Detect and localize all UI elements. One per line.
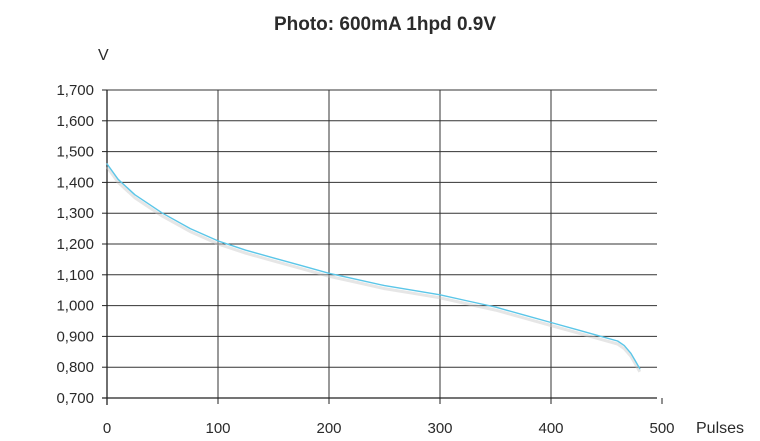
grid-lines [107,89,657,398]
series-shadow [105,166,642,373]
y-tick-label: 1,400 [56,174,94,191]
y-tick-label: 1,700 [56,82,94,99]
y-tick-label: 1,500 [56,144,94,161]
y-tick-label: 0,700 [56,390,94,407]
y-tick-label: 1,600 [56,113,94,130]
x-tick-label: 0 [103,420,111,437]
y-tick-label: 1,200 [56,236,94,253]
x-tick-label: 100 [205,420,230,437]
x-axis-label: Pulses [696,420,744,437]
y-tick-label: 1,100 [56,267,94,284]
axes [102,89,663,405]
x-tick-label: 500 [649,420,674,437]
y-tick-label: 1,300 [56,205,94,222]
x-tick-label: 300 [427,420,452,437]
tick-labels: 0,700 0,800 0,900 1,000 1,100 1,200 1,300 1,400… [56,82,674,437]
chart-title: Photo: 600mA 1hpd 0.9V [273,14,497,35]
y-tick-label: 1,000 [56,298,94,315]
y-tick-label: 0,900 [56,328,94,345]
x-tick-label: 400 [538,420,563,437]
series-line [106,163,641,370]
series-layer [105,163,642,373]
x-tick-label: 200 [316,420,341,437]
y-axis-label: V [98,47,109,64]
y-tick-label: 0,800 [56,359,94,376]
